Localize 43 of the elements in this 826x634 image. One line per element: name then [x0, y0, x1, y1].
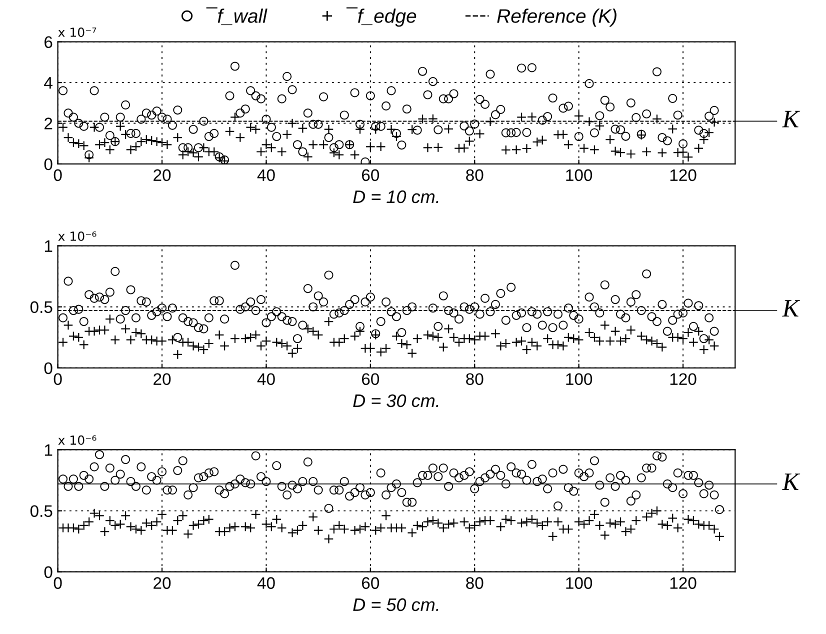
x-axis-title: D = 30 cm.: [353, 394, 438, 408]
x-tick-label: 60: [362, 577, 380, 589]
y-tick-label: 0: [44, 362, 52, 374]
x-tick-label: 80: [466, 373, 484, 386]
x-tick-label: 20: [154, 169, 171, 182]
x-tick-label: 80: [466, 577, 484, 589]
x-tick-label: 40: [257, 169, 275, 182]
x-tick-label: 40: [257, 577, 275, 589]
y-tick-label: 0: [44, 158, 52, 170]
y-tick-label: 0: [44, 566, 52, 578]
legend-label: ¯f_edge: [346, 7, 416, 27]
x-axis-title: D = 50 cm.: [353, 598, 438, 612]
x-tick-label: 100: [566, 169, 592, 182]
y-axis-title: x 10⁻⁶: [58, 435, 96, 445]
y-axis-title: x 10⁻⁷: [58, 28, 96, 37]
ref-line-label: K: [782, 300, 800, 317]
y-tick-label: 1: [44, 240, 52, 252]
x-tick-label: 80: [466, 169, 484, 182]
y-tick-label: 4: [44, 77, 52, 89]
legend-label: ¯f_wall: [206, 7, 268, 26]
x-tick-label: 100: [566, 577, 592, 589]
x-tick-label: 20: [154, 577, 171, 589]
ref-line-label: K: [782, 474, 800, 490]
x-tick-label: 0: [54, 577, 62, 589]
x-tick-label: 20: [154, 373, 171, 386]
y-tick-label: 2: [44, 118, 52, 130]
y-tick-label: 0.5: [30, 505, 52, 518]
x-tick-label: 100: [566, 373, 592, 386]
x-tick-label: 0: [54, 373, 62, 386]
x-tick-label: 60: [362, 169, 380, 182]
ref-line-label: K: [782, 110, 800, 128]
text: Reference (K): [497, 8, 616, 27]
x-tick-label: 40: [257, 373, 275, 386]
y-axis-title: x 10⁻⁶: [58, 231, 96, 241]
x-tick-label: 120: [670, 577, 696, 589]
x-axis-title: D = 10 cm.: [353, 190, 438, 204]
y-tick-label: 0.5: [30, 301, 52, 314]
x-tick-label: 120: [670, 373, 696, 386]
x-tick-label: 60: [362, 373, 380, 386]
x-tick-label: 0: [54, 169, 62, 182]
x-tick-label: 120: [670, 169, 696, 182]
y-tick-label: 6: [44, 36, 52, 48]
y-tick-label: 1: [44, 444, 52, 456]
